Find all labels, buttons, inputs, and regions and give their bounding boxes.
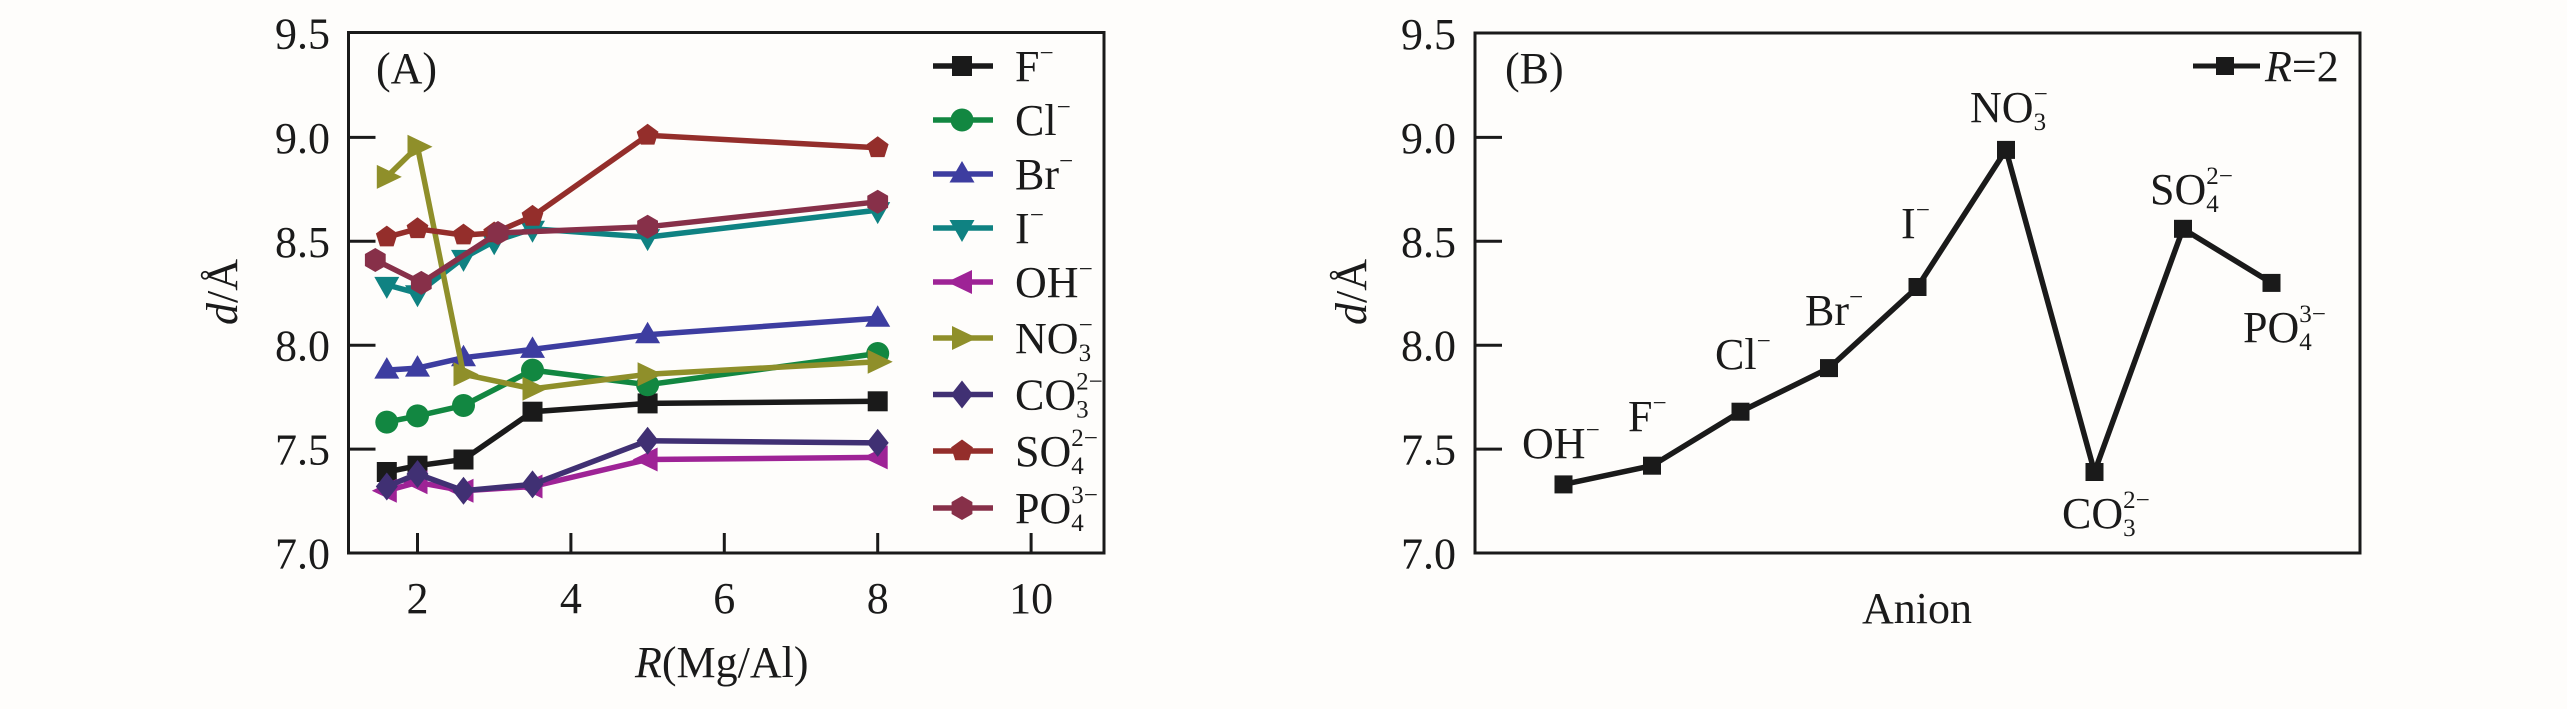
- svg-text:9.0: 9.0: [275, 114, 330, 163]
- svg-text:PO: PO: [1015, 484, 1071, 533]
- svg-text:−: −: [1079, 256, 1093, 283]
- svg-text:I: I: [1015, 204, 1030, 253]
- svg-text:−: −: [1586, 417, 1600, 444]
- svg-text:4: 4: [2299, 329, 2312, 356]
- svg-text:7.0: 7.0: [1401, 530, 1456, 579]
- svg-text:Cl: Cl: [1015, 96, 1057, 145]
- svg-text:3: 3: [2123, 515, 2136, 542]
- svg-text:9.0: 9.0: [1401, 114, 1456, 163]
- svg-text:PO: PO: [2243, 303, 2299, 352]
- svg-text:(B): (B): [1505, 44, 1564, 93]
- svg-text:CO: CO: [2062, 489, 2123, 538]
- svg-text:3: 3: [1076, 397, 1089, 424]
- svg-text:−: −: [1653, 390, 1667, 417]
- svg-text:3−: 3−: [1071, 482, 1098, 509]
- svg-text:7.5: 7.5: [275, 426, 330, 475]
- svg-text:4: 4: [1071, 510, 1084, 537]
- svg-text:9.5: 9.5: [275, 10, 330, 59]
- svg-text:NO: NO: [1015, 314, 1079, 363]
- svg-text:2: 2: [407, 574, 429, 623]
- svg-text:8.5: 8.5: [275, 218, 330, 267]
- svg-text:2−: 2−: [2123, 487, 2150, 514]
- svg-text:−: −: [1079, 312, 1093, 339]
- svg-text:2−: 2−: [2206, 163, 2233, 190]
- svg-text:4: 4: [560, 574, 582, 623]
- svg-text:3: 3: [2034, 109, 2047, 136]
- svg-text:−: −: [1757, 328, 1771, 355]
- svg-text:−: −: [1849, 284, 1863, 311]
- svg-text:−: −: [1040, 40, 1054, 67]
- svg-text:4: 4: [2206, 191, 2219, 218]
- svg-text:OH: OH: [1522, 419, 1586, 468]
- svg-text:3: 3: [1079, 340, 1092, 367]
- svg-text:d/Å: d/Å: [198, 259, 247, 325]
- svg-text:NO: NO: [1970, 83, 2034, 132]
- svg-text:−: −: [1059, 148, 1073, 175]
- svg-text:8.0: 8.0: [275, 322, 330, 371]
- svg-text:10: 10: [1009, 574, 1053, 623]
- svg-text:9.5: 9.5: [1401, 10, 1456, 59]
- svg-text:SO: SO: [1015, 427, 1071, 476]
- svg-text:CO: CO: [1015, 371, 1076, 420]
- svg-text:6: 6: [713, 574, 735, 623]
- svg-text:8.0: 8.0: [1401, 322, 1456, 371]
- svg-text:R=2: R=2: [2264, 42, 2339, 91]
- svg-text:7.5: 7.5: [1401, 426, 1456, 475]
- svg-text:(A): (A): [376, 44, 437, 93]
- svg-text:Br: Br: [1805, 286, 1849, 335]
- svg-text:−: −: [1916, 197, 1930, 224]
- svg-text:2−: 2−: [1076, 369, 1103, 396]
- svg-text:4: 4: [1071, 453, 1084, 480]
- svg-text:3−: 3−: [2299, 301, 2326, 328]
- svg-text:R(Mg/Al): R(Mg/Al): [634, 638, 809, 687]
- svg-text:Cl: Cl: [1715, 330, 1757, 379]
- svg-text:Br: Br: [1015, 150, 1059, 199]
- svg-text:2−: 2−: [1071, 425, 1098, 452]
- svg-text:−: −: [1030, 202, 1044, 229]
- svg-text:OH: OH: [1015, 258, 1079, 307]
- svg-text:8: 8: [867, 574, 889, 623]
- svg-text:8.5: 8.5: [1401, 218, 1456, 267]
- svg-text:I: I: [1901, 199, 1916, 248]
- svg-text:F: F: [1015, 42, 1039, 91]
- svg-text:7.0: 7.0: [275, 530, 330, 579]
- svg-text:SO: SO: [2150, 165, 2206, 214]
- svg-text:d/Å: d/Å: [1327, 259, 1376, 325]
- svg-text:F: F: [1628, 392, 1652, 441]
- svg-text:Anion: Anion: [1862, 584, 1972, 633]
- svg-text:−: −: [1057, 94, 1071, 121]
- svg-text:−: −: [2034, 81, 2048, 108]
